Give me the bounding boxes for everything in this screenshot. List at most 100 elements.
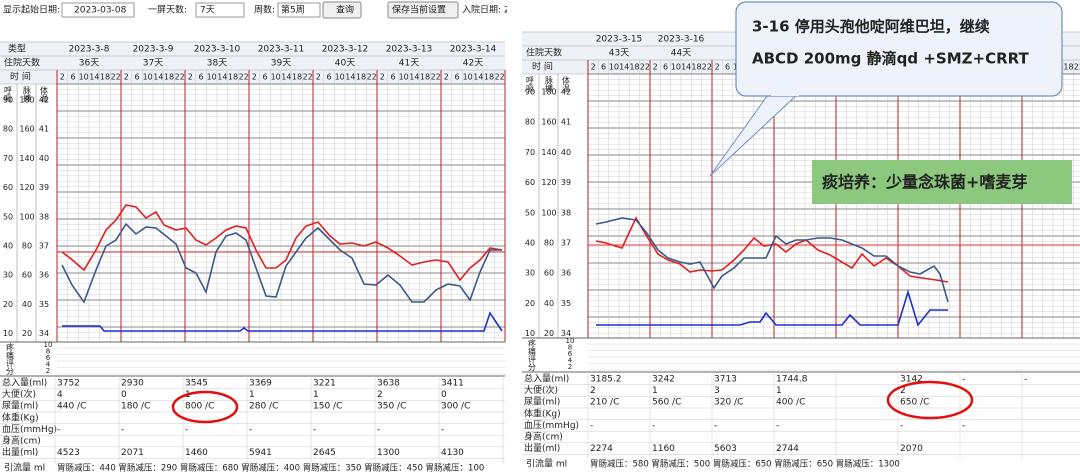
scale-label: 80 (544, 239, 554, 248)
pain-scale: 8 (568, 344, 572, 352)
hour: 18 (484, 73, 494, 82)
scale-label: 20 (525, 299, 535, 308)
hour: 6 (262, 73, 267, 82)
row-label: 总入量(ml) (2, 377, 47, 389)
scale-label: 40 (544, 299, 554, 308)
hour: 22 (303, 73, 313, 82)
pain-scale: 2 (46, 367, 50, 375)
cell-value: - (962, 375, 965, 385)
hour: 10 (463, 73, 473, 82)
scale-label: 40 (561, 148, 571, 157)
hour: 2 (124, 73, 129, 82)
header-bg (0, 42, 505, 84)
weeks-select[interactable] (277, 2, 321, 18)
save-button[interactable] (387, 1, 459, 19)
row-label: 疼痛评分 (528, 338, 537, 372)
row-label: 住院天数 (4, 57, 40, 69)
hour: 18 (356, 73, 366, 82)
row-label: 尿量(ml) (524, 397, 560, 408)
cell-value: - (313, 425, 316, 435)
scale-label: 140 (19, 154, 34, 163)
row-label: 住院天数 (526, 47, 562, 59)
cell-value: 300 /C (441, 402, 470, 412)
toolbar-label: 入院日期: 202 (462, 4, 521, 16)
date-input[interactable] (61, 2, 135, 18)
hour: 10 (335, 73, 345, 82)
cell-value: 440 /C (57, 402, 86, 412)
scale-label: 40 (525, 239, 535, 248)
date: 2023-3-15 (596, 35, 643, 45)
scale-label: 20 (544, 329, 554, 338)
hour: 6 (198, 73, 203, 82)
highlight-circle (886, 380, 974, 420)
scale-label: 42 (39, 96, 49, 105)
culture-text: 痰培养：少量念珠菌+嗜麦芽 (822, 173, 1027, 192)
cell-value: 180 /C (121, 402, 150, 412)
axis-title: 体温 (40, 85, 49, 103)
row-label: 血压(mmHg) (524, 419, 579, 431)
stay-day: 36天 (79, 59, 99, 69)
query-button[interactable] (322, 1, 362, 19)
weeks-value: 第5周 (281, 4, 305, 16)
hour: 6 (663, 63, 668, 72)
scale-label: 60 (544, 269, 554, 278)
hour: 2 (715, 63, 720, 72)
scale-label: 20 (22, 329, 32, 338)
hour: 10 (271, 73, 281, 82)
scale-label: 50 (525, 208, 535, 217)
scale-label: 90 (525, 88, 535, 97)
pain-scale: 2 (568, 363, 572, 371)
button-label: 保存当前设置 (392, 4, 446, 16)
cell-value: 3142 (900, 375, 923, 385)
axis-title: 体温 (562, 75, 571, 93)
hour: 18 (228, 73, 238, 82)
hour: 18 (100, 73, 110, 82)
hour: 14 (281, 73, 291, 82)
cell-value: 2744 (776, 444, 799, 454)
row-label: 类型 (8, 43, 26, 55)
pain-scale: 10 (44, 341, 53, 349)
cell-value: 3221 (313, 379, 336, 389)
scale-label: 37 (39, 242, 49, 251)
cell-value: - (377, 425, 380, 435)
cell-value: 560 /C (652, 398, 681, 408)
stay-day: 40天 (335, 59, 355, 69)
row-label: 出量(ml) (2, 446, 38, 458)
button-label: 查询 (336, 4, 354, 16)
hour: 2 (316, 73, 321, 82)
hour: 14 (153, 73, 163, 82)
pain-scale: 8 (46, 348, 50, 356)
cell-value: 280 /C (249, 402, 278, 412)
scale-label: 42 (561, 88, 571, 97)
culture-box (812, 160, 1072, 204)
hour: 10 (399, 73, 409, 82)
date-value: 2023-03-08 (74, 6, 127, 16)
hour: 14 (473, 73, 483, 82)
hour: 22 (367, 73, 377, 82)
drain-value: 胃肠减压：580 胃肠减压：500 胃肠减压：650 胃肠减压：650 胃肠减压… (590, 459, 900, 470)
axis-title: 脉搏 (545, 75, 554, 93)
scale-label: 50 (3, 212, 13, 221)
scale-label: 70 (3, 154, 13, 163)
pain-scale: 4 (568, 357, 573, 365)
callout-box (735, 1, 1063, 97)
row-label: 引流量 ml (526, 458, 567, 470)
cell-value: 210 /C (590, 398, 619, 408)
hour: 22 (111, 73, 121, 82)
hour: 18 (164, 73, 174, 82)
cell-value: 320 /C (714, 398, 743, 408)
highlight-circle (171, 390, 239, 424)
stay-day: 37天 (143, 59, 163, 69)
cell-value: 2274 (590, 444, 613, 454)
cell-value: 2 (900, 386, 906, 396)
days-value: 7天 (200, 6, 215, 16)
cell-value: 1460 (185, 448, 208, 458)
cell-value: 650 /C (900, 398, 929, 408)
hour: 10 (79, 73, 89, 82)
hour: 18 (1063, 63, 1073, 72)
cell-value: 3638 (377, 379, 400, 389)
days-select[interactable] (195, 2, 245, 18)
cell-value: - (776, 421, 779, 431)
scale-label: 34 (39, 329, 49, 338)
row-label: 大便(次) (2, 388, 36, 400)
